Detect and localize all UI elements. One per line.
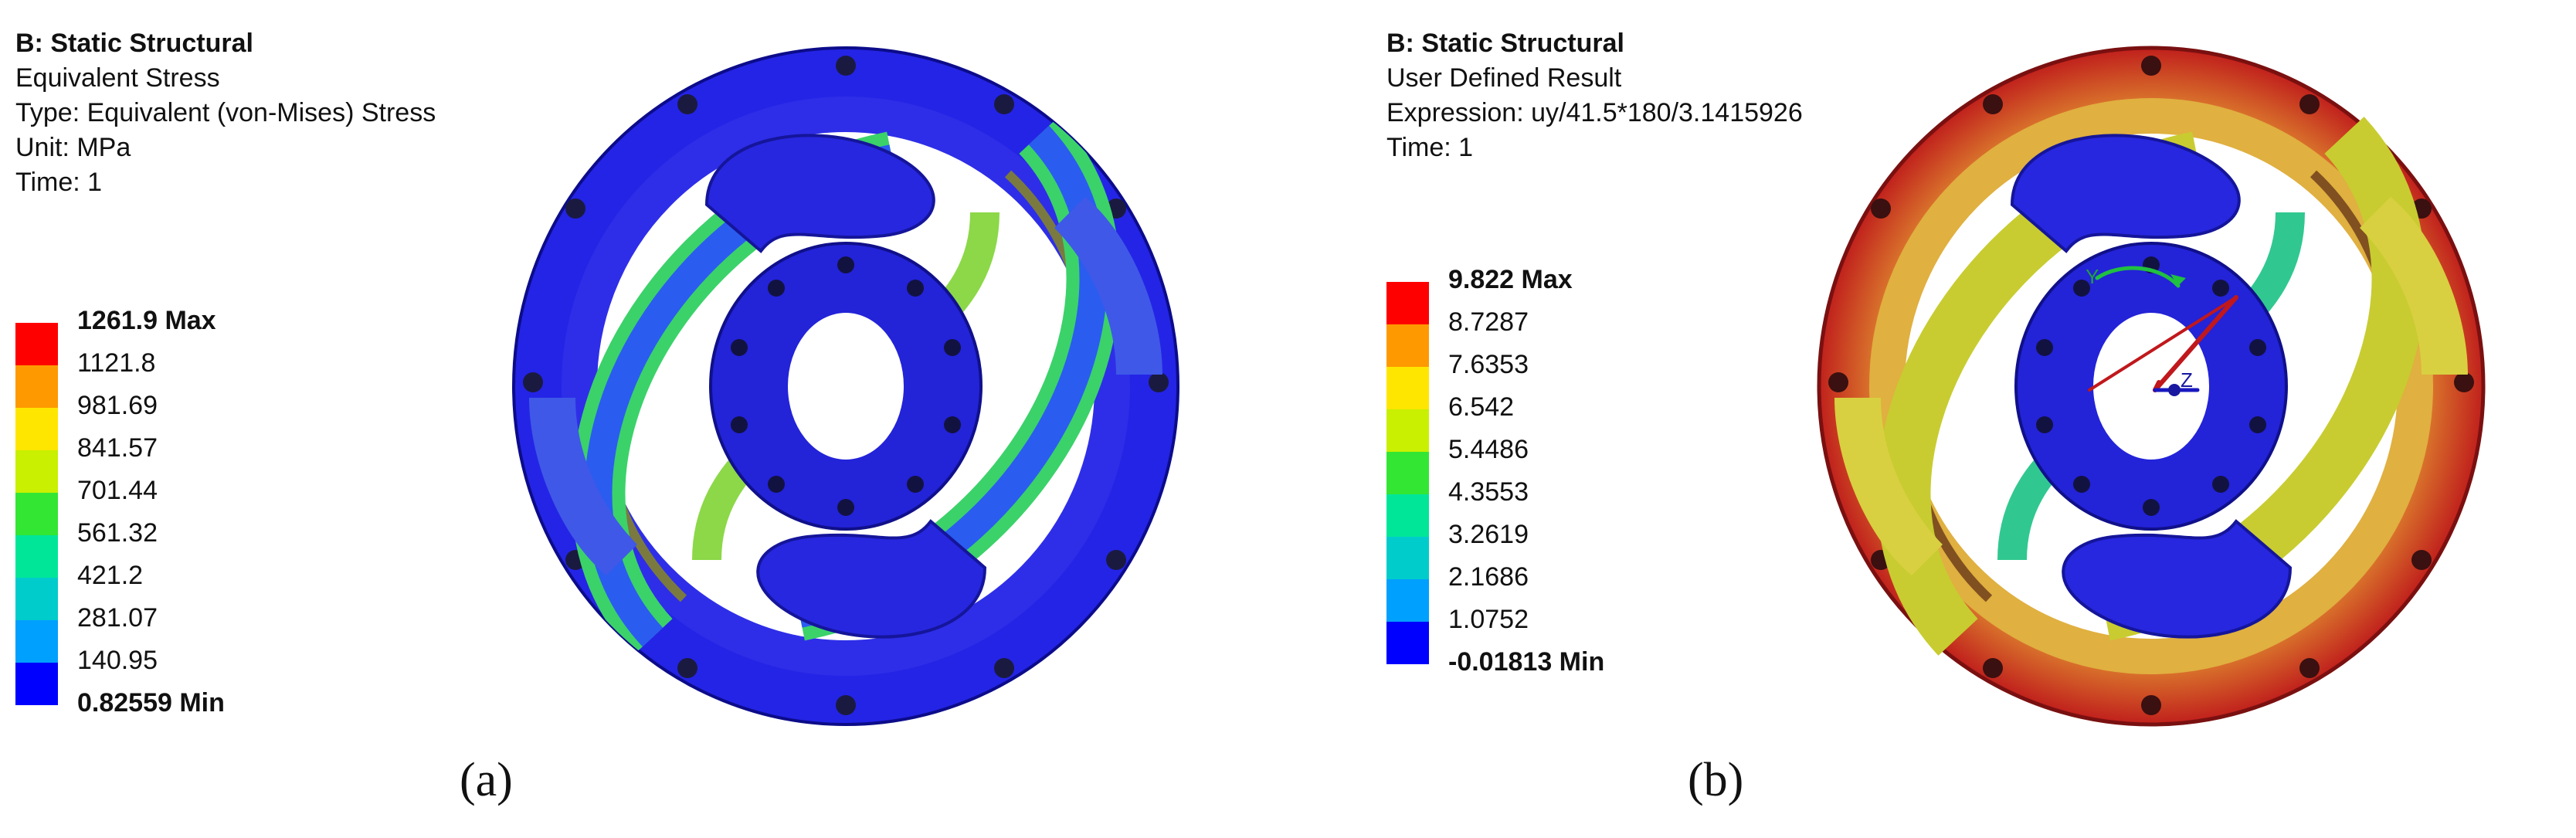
result-name: Equivalent Stress (15, 63, 220, 93)
legend-max-label: 1261.9 Max (77, 306, 216, 335)
result-time: Time: 1 (15, 168, 103, 197)
legend-min-label: 0.82559 Min (77, 688, 225, 718)
left-pad (529, 398, 637, 575)
legend-swatch (15, 493, 58, 535)
analysis-title: B: Static Structural (15, 29, 253, 58)
axis-z-label: Z (2181, 368, 2193, 392)
legend-swatch (15, 620, 58, 663)
legend-label: 841.57 (77, 433, 158, 463)
result-type: Type: Equivalent (von-Mises) Stress (15, 98, 436, 127)
legend-label: 4.3553 (1448, 477, 1529, 507)
caption-b: (b) (1688, 754, 1744, 806)
legend-swatch (15, 450, 58, 493)
panel-a-equivalent-stress: B: Static Structural Equivalent Stress T… (0, 0, 1282, 838)
legend-swatch (15, 663, 58, 705)
caption-a: (a) (460, 754, 513, 806)
result-info-a: B: Static Structural Equivalent Stress T… (15, 26, 436, 200)
axis-y-label: Y (2086, 265, 2099, 288)
legend-swatch (1386, 579, 1429, 622)
right-pad (1054, 197, 1162, 375)
result-name: User Defined Result (1386, 63, 1622, 93)
legend-swatch (1386, 409, 1429, 452)
legend-label: 140.95 (77, 646, 158, 675)
legend-swatch (1386, 537, 1429, 579)
panel-b-user-defined-result: B: Static Structural User Defined Result… (1294, 0, 2576, 838)
legend-label: 5.4486 (1448, 435, 1529, 464)
legend-label: 8.7287 (1448, 307, 1529, 337)
legend-swatch (1386, 452, 1429, 494)
legend-label: 281.07 (77, 603, 158, 633)
upper-lobe (704, 134, 935, 253)
legend-label: 2.1686 (1448, 562, 1529, 592)
legend-swatch (1386, 324, 1429, 367)
coordinate-triad (2088, 266, 2238, 396)
result-expression: Expression: uy/41.5*180/3.1415926 (1386, 98, 1803, 127)
legend-swatch (15, 535, 58, 578)
legend-label: 421.2 (77, 561, 144, 590)
legend-label: 6.542 (1448, 392, 1515, 422)
stress-contour-model (512, 46, 1179, 726)
outer-bolt-holes (523, 56, 1169, 715)
legend-swatch (1386, 494, 1429, 537)
legend-swatch (1386, 282, 1429, 324)
legend-swatch (15, 578, 58, 620)
legend-swatch (15, 323, 58, 365)
legend-swatch (15, 365, 58, 408)
rotation-contour-model: Y Z (1817, 46, 2486, 727)
lower-lobe (756, 519, 987, 639)
legend-max-label: 9.822 Max (1448, 265, 1573, 294)
legend-label: 3.2619 (1448, 520, 1529, 549)
legend-label: 1121.8 (77, 348, 156, 378)
legend-swatch (1386, 622, 1429, 664)
left-pad (1834, 398, 1943, 575)
result-info-b: B: Static Structural User Defined Result… (1386, 26, 1803, 165)
hub-bolt-holes (731, 256, 961, 516)
legend-swatch (1386, 367, 1429, 409)
legend-label: 1.0752 (1448, 605, 1529, 634)
legend-label: 7.6353 (1448, 350, 1529, 379)
upper-lobe (2010, 134, 2241, 253)
result-time: Time: 1 (1386, 133, 1474, 162)
legend-label: 561.32 (77, 518, 158, 548)
right-pad (2360, 197, 2468, 375)
lower-lobe (2062, 519, 2293, 639)
legend-label: 981.69 (77, 391, 158, 420)
legend-min-label: -0.01813 Min (1448, 647, 1605, 677)
analysis-title: B: Static Structural (1386, 29, 1624, 58)
result-unit: Unit: MPa (15, 133, 131, 162)
legend-swatch (15, 408, 58, 450)
legend-label: 701.44 (77, 476, 158, 505)
